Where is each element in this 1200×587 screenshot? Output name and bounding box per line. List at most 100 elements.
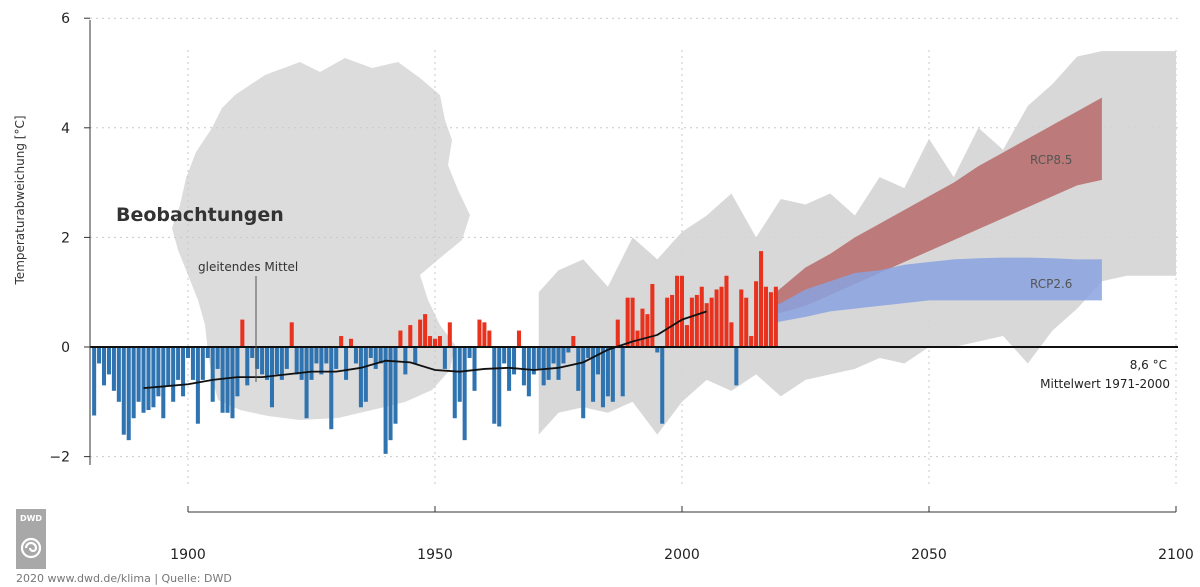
bar-1948	[423, 314, 428, 347]
bar-1930	[334, 347, 339, 369]
bar-1913	[250, 347, 255, 358]
bar-1902	[195, 347, 200, 424]
bar-1991	[635, 330, 640, 347]
rcp-band-rcp85	[775, 97, 1102, 315]
bar-1921	[289, 322, 294, 347]
bar-1970	[531, 347, 536, 375]
y-tick-label-4: −2	[49, 450, 70, 466]
bar-1887	[121, 347, 126, 435]
bar-1892	[146, 347, 151, 411]
bar-2011	[734, 347, 739, 386]
bar-1901	[190, 347, 195, 380]
bar-2004	[699, 286, 704, 347]
bar-1899	[181, 347, 186, 397]
moving-average-layer	[143, 310, 707, 389]
bar-1978	[571, 336, 576, 347]
bar-2018	[768, 292, 773, 347]
bar-1998	[670, 294, 675, 347]
bar-2010	[729, 322, 734, 347]
bar-1897	[171, 347, 176, 402]
dwd-logo-text: DWD	[20, 514, 42, 523]
x-tick-label-3: 2050	[911, 547, 947, 563]
dwd-logo: DWD	[16, 509, 46, 569]
bar-1966	[512, 347, 517, 375]
bar-1881	[92, 347, 97, 416]
bar-1986	[610, 347, 615, 402]
bar-1918	[274, 347, 279, 375]
bar-2005	[704, 303, 709, 347]
bar-1935	[358, 347, 363, 408]
bar-1983	[595, 347, 601, 375]
bar-1973	[546, 347, 551, 380]
bar-1906	[215, 347, 220, 369]
bar-1882	[97, 347, 102, 364]
y-tick-label-1: 4	[61, 121, 70, 137]
bar-1914	[255, 347, 260, 369]
bar-1997	[665, 297, 670, 347]
bar-1884	[106, 347, 111, 375]
bar-1992	[640, 308, 645, 347]
bar-1967	[516, 330, 522, 347]
footer-source: 2020 www.dwd.de/klima | Quelle: DWD	[16, 572, 232, 585]
bar-1895	[161, 347, 166, 419]
baseline-period-label: Mittelwert 1971-2000	[1040, 377, 1170, 391]
bar-1939	[378, 347, 383, 364]
bar-1893	[151, 347, 156, 408]
bar-1920	[284, 347, 289, 369]
bar-1952	[442, 347, 447, 369]
rcp-band-rcp26	[775, 257, 1102, 323]
bar-1941	[388, 347, 393, 441]
bar-2016	[759, 251, 764, 347]
bar-1985	[605, 347, 610, 397]
rcp85-label: RCP8.5	[1030, 153, 1072, 167]
bar-1926	[314, 347, 319, 364]
bar-1974	[551, 347, 556, 364]
bar-1959	[477, 319, 482, 347]
bar-1910	[235, 347, 240, 397]
y-tick-label-0: 6	[61, 11, 70, 27]
bar-1943	[398, 330, 403, 347]
bar-1936	[363, 347, 368, 402]
bar-1968	[521, 347, 526, 386]
bar-1989	[625, 297, 630, 347]
moving-average-annotation: gleitendes Mittel	[198, 260, 298, 274]
bar-1987	[615, 319, 620, 347]
bar-1925	[309, 347, 314, 380]
bar-1896	[166, 347, 171, 386]
bar-1995	[655, 347, 660, 353]
y-tick-label-2: 2	[61, 230, 70, 246]
bar-1883	[101, 347, 107, 386]
bar-1905	[210, 347, 215, 402]
bar-1894	[156, 347, 161, 397]
bar-1960	[482, 322, 487, 347]
bar-1915	[260, 347, 265, 375]
bar-1958	[472, 347, 477, 391]
bar-1996	[660, 347, 665, 424]
bar-2006	[709, 297, 714, 347]
bar-1954	[452, 347, 457, 419]
x-tick-label-2: 2000	[664, 547, 700, 563]
bar-1891	[141, 347, 146, 413]
bar-1923	[299, 347, 304, 380]
bar-1886	[116, 347, 121, 402]
bar-1933	[348, 338, 354, 347]
bar-1982	[591, 347, 596, 402]
bar-1890	[136, 347, 141, 402]
germany-map-silhouette	[172, 58, 470, 420]
bar-1947	[418, 319, 423, 347]
bar-1953	[447, 322, 452, 347]
bar-1885	[111, 347, 116, 391]
bar-1950	[432, 338, 438, 347]
bar-1984	[600, 347, 605, 408]
bar-1955	[457, 347, 462, 402]
bar-1922	[294, 347, 299, 375]
bar-1988	[620, 347, 625, 397]
bar-2003	[694, 294, 699, 347]
bar-2017	[763, 286, 769, 347]
bar-1944	[403, 347, 408, 375]
bar-1909	[230, 347, 235, 419]
y-axis-label: Temperaturabweichung [°C]	[13, 116, 27, 286]
bar-2002	[689, 297, 694, 347]
x-tick-label-0: 1900	[170, 547, 206, 563]
bar-1981	[586, 347, 591, 358]
